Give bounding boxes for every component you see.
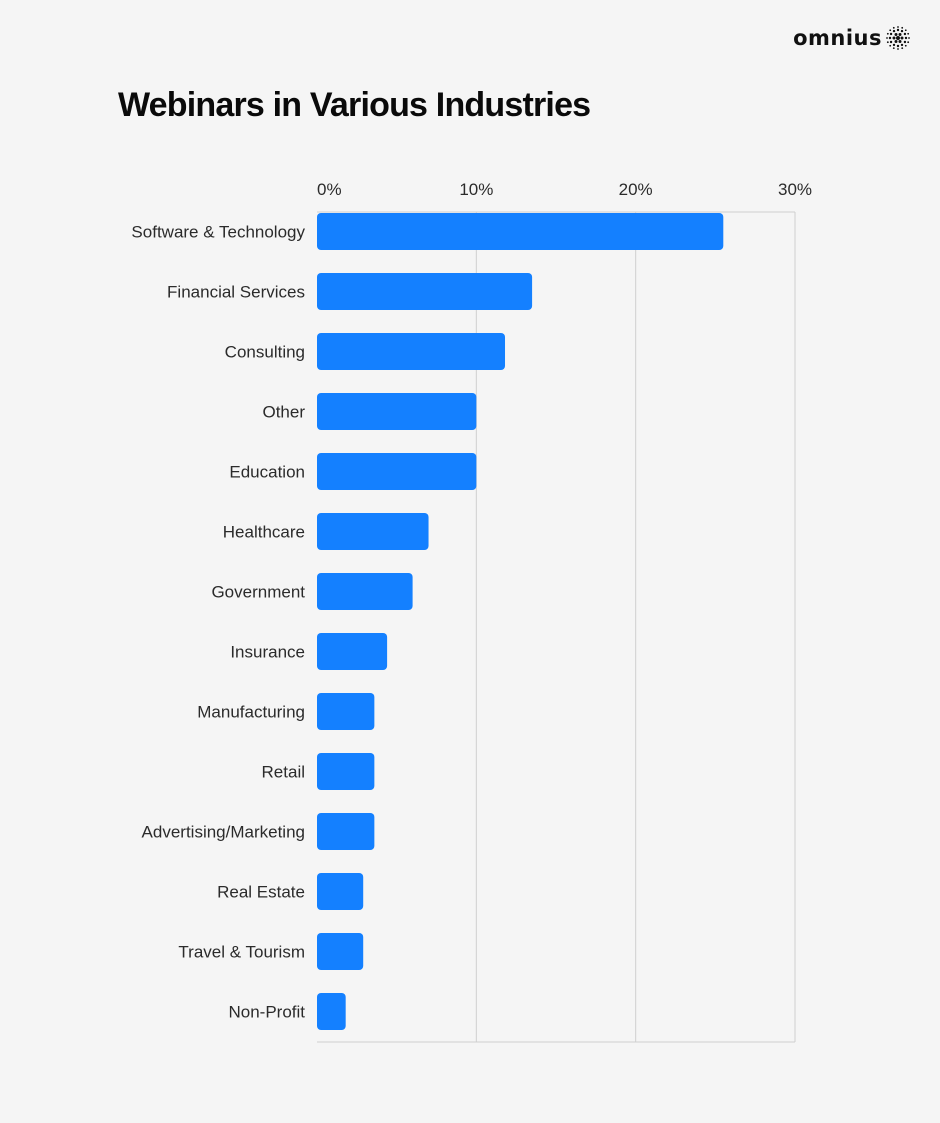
category-label: Government bbox=[211, 583, 305, 602]
category-label: Manufacturing bbox=[197, 703, 305, 722]
bar bbox=[317, 693, 375, 730]
category-label: Education bbox=[229, 463, 305, 482]
category-label: Software & Technology bbox=[131, 223, 305, 242]
category-label: Non-Profit bbox=[228, 1003, 305, 1022]
bar bbox=[317, 213, 724, 250]
category-label: Advertising/Marketing bbox=[142, 823, 305, 842]
bar bbox=[317, 393, 477, 430]
category-label: Retail bbox=[262, 763, 305, 782]
category-label: Financial Services bbox=[167, 283, 305, 302]
dotted-sphere-icon bbox=[886, 26, 910, 50]
category-label: Insurance bbox=[230, 643, 305, 662]
x-tick-label: 0% bbox=[317, 180, 342, 199]
bar bbox=[317, 573, 413, 610]
brand-logo: omnius bbox=[793, 26, 910, 50]
bar bbox=[317, 513, 429, 550]
x-tick-label: 20% bbox=[619, 180, 653, 199]
brand-name: omnius bbox=[793, 26, 882, 50]
x-tick-label: 30% bbox=[778, 180, 812, 199]
bar bbox=[317, 753, 375, 790]
bar bbox=[317, 453, 477, 490]
category-label: Travel & Tourism bbox=[178, 943, 305, 962]
bar bbox=[317, 333, 506, 370]
category-label: Other bbox=[262, 403, 305, 422]
chart-title: Webinars in Various Industries bbox=[118, 86, 591, 124]
category-label: Real Estate bbox=[217, 883, 305, 902]
bar bbox=[317, 813, 375, 850]
bar bbox=[317, 873, 364, 910]
bar bbox=[317, 933, 364, 970]
bar bbox=[317, 273, 533, 310]
bar bbox=[317, 993, 346, 1030]
category-label: Consulting bbox=[225, 343, 305, 362]
x-tick-label: 10% bbox=[459, 180, 493, 199]
category-label: Healthcare bbox=[223, 523, 305, 542]
bar bbox=[317, 633, 388, 670]
